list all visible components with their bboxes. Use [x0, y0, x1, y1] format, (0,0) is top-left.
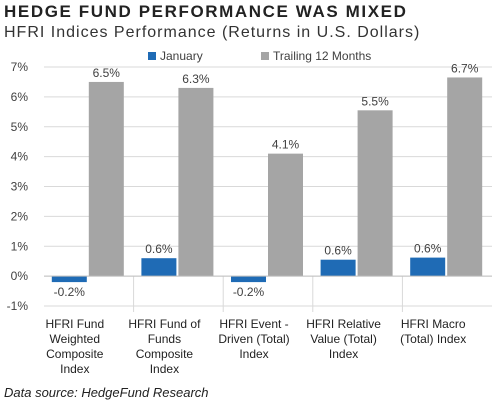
- y-tick-label: 5%: [11, 120, 29, 134]
- category-label: Index: [329, 347, 358, 361]
- y-tick-label: 1%: [11, 239, 29, 253]
- trailing-12-months-bar: [178, 87, 214, 277]
- data-label: 6.5%: [93, 66, 121, 80]
- data-label: 4.1%: [272, 138, 300, 152]
- january-bar: [410, 257, 446, 277]
- category-label: Index: [60, 362, 89, 376]
- category-label: HFRI Relative: [306, 317, 381, 331]
- legend-swatch-january: [148, 52, 156, 60]
- category-label: Driven (Total): [218, 332, 289, 346]
- data-source-note: Data source: HedgeFund Research: [4, 385, 209, 400]
- category-label: Funds: [148, 332, 181, 346]
- data-label: 0.6%: [324, 244, 352, 258]
- category-label: Composite: [136, 347, 194, 361]
- data-label: -0.2%: [233, 285, 265, 299]
- data-label: -0.2%: [54, 285, 86, 299]
- january-bar: [231, 276, 266, 283]
- y-tick-label: 7%: [11, 60, 29, 74]
- data-label: 6.3%: [182, 72, 210, 86]
- legend-swatch-trailing: [261, 52, 269, 60]
- chart-subtitle: HFRI Indices Performance (Returns in U.S…: [4, 24, 421, 41]
- january-bar: [320, 259, 356, 277]
- y-tick-label: 0%: [11, 269, 29, 283]
- data-label: 6.7%: [451, 61, 479, 75]
- y-tick-label: 4%: [11, 150, 29, 164]
- category-label: Index: [239, 347, 268, 361]
- january-bar: [141, 258, 177, 277]
- trailing-12-months-bar: [268, 153, 303, 277]
- data-label: 0.6%: [145, 242, 173, 256]
- category-label: Weighted: [50, 332, 100, 346]
- category-label: (Total) Index: [400, 332, 466, 346]
- chart-title: HEDGE FUND PERFORMANCE WAS MIXED: [4, 2, 408, 21]
- y-tick-label: -1%: [7, 299, 29, 313]
- category-label: Composite: [46, 347, 104, 361]
- legend-label: Trailing 12 Months: [273, 49, 371, 63]
- category-label: HFRI Macro: [401, 317, 466, 331]
- trailing-12-months-bar: [447, 77, 483, 277]
- data-label: 5.5%: [361, 94, 389, 108]
- category-label: HFRI Fund: [45, 317, 104, 331]
- legend-label: January: [160, 49, 203, 63]
- y-tick-label: 3%: [11, 180, 29, 194]
- y-tick-label: 6%: [11, 90, 29, 104]
- y-tick-label: 2%: [11, 209, 29, 223]
- category-label: Index: [150, 362, 179, 376]
- category-label: HFRI Fund of: [128, 317, 201, 331]
- trailing-12-months-bar: [88, 81, 124, 277]
- january-bar: [51, 276, 87, 283]
- category-label: Value (Total): [310, 332, 376, 346]
- data-label: 0.6%: [414, 242, 442, 256]
- trailing-12-months-bar: [357, 110, 393, 277]
- category-label: HFRI Event -: [219, 317, 288, 331]
